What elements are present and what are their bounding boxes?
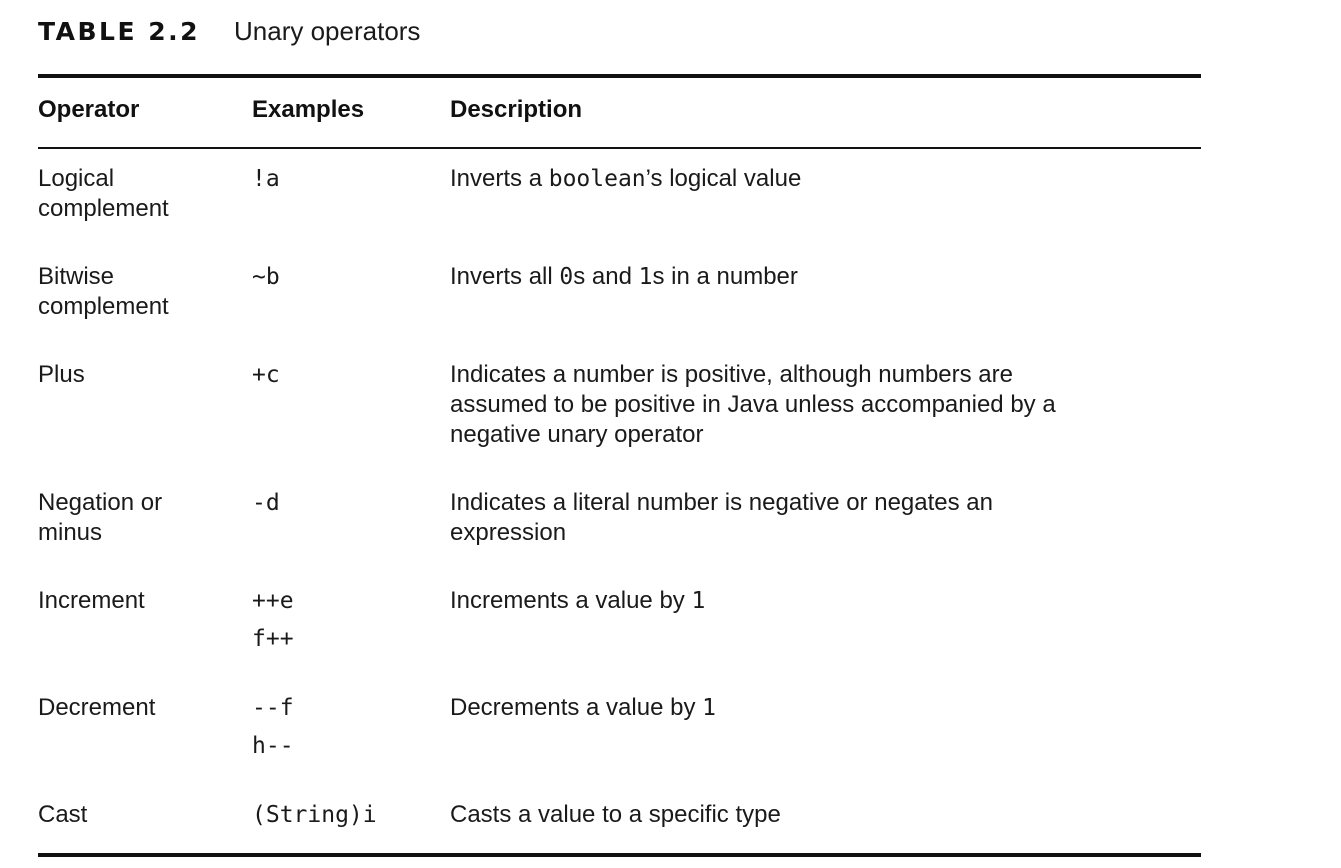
header-examples: Examples [252,96,365,123]
operator-cell: Plus [38,361,85,388]
table-number: TABLE 2.2 [38,16,201,46]
table-title: Unary operators [234,15,421,46]
examples-cell: --f h-- [252,695,294,759]
description-cell: Indicates a number is positive, although… [450,361,1056,448]
header-description: Description [450,96,583,123]
operator-cell: Logical complement [38,165,169,222]
description-cell: Decrements a value by 1 [450,694,716,721]
description-cell: Casts a value to a specific type [450,801,781,828]
examples-cell: !a [252,166,280,192]
description-cell: Increments a value by 1 [450,587,706,614]
table-bottom-rule [38,853,1201,857]
operator-cell: Increment [38,587,145,614]
examples-cell: ~b [252,264,280,290]
examples-cell: (String)i [252,802,377,828]
examples-cell: -d [252,490,280,516]
examples-cell: +c [252,362,280,388]
operator-cell: Decrement [38,694,156,721]
description-cell: Indicates a literal number is negative o… [450,489,993,546]
examples-cell: ++e f++ [252,588,294,652]
table-caption: TABLE 2.2 Unary operators [38,14,420,48]
table-header-rule [38,147,1201,149]
description-cell: Inverts a boolean’s logical value [450,165,802,192]
operator-cell: Negation or minus [38,489,163,546]
operator-cell: Cast [38,801,88,828]
header-operator: Operator [38,96,140,123]
operator-cell: Bitwise complement [38,263,169,320]
table-top-rule [38,74,1201,78]
description-cell: Inverts all 0s and 1s in a number [450,263,798,290]
